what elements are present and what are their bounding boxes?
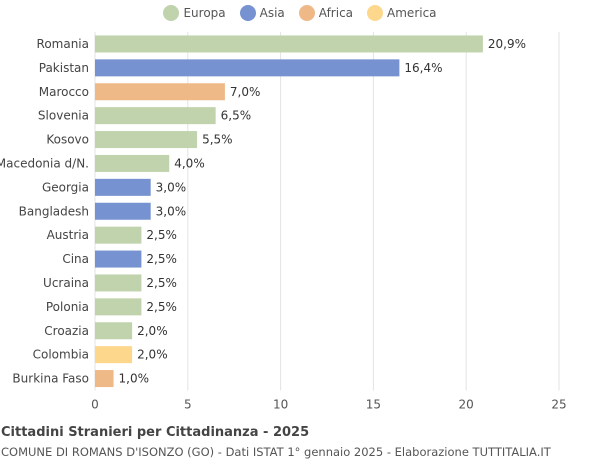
chart-title: Cittadini Stranieri per Cittadinanza - 2…: [1, 425, 310, 440]
legend-label-europa: Europa: [183, 6, 226, 20]
data-label-ucraina: 2,5%: [146, 276, 177, 290]
y-tick-label-georgia: Georgia: [42, 180, 89, 194]
x-tick-label-15: 15: [366, 398, 381, 412]
legend-item-asia: Asia: [239, 5, 285, 21]
bar-slovenia: [95, 107, 216, 125]
data-label-austria: 2,5%: [146, 228, 177, 242]
x-tick-label-5: 5: [184, 398, 192, 412]
data-label-marocco: 7,0%: [230, 85, 260, 99]
data-label-colombia: 2,0%: [137, 348, 168, 362]
legend-item-africa: Africa: [298, 5, 354, 21]
bar-cina: [95, 250, 142, 268]
y-tick-label-colombia: Colombia: [33, 348, 89, 362]
y-tick-label-kosovo: Kosovo: [46, 133, 89, 147]
x-tick-label-20: 20: [459, 398, 474, 412]
legend-swatch-africa: [298, 5, 315, 21]
legend-swatch-asia: [239, 5, 256, 21]
x-tick-label-25: 25: [551, 398, 566, 412]
bar-polonia: [95, 298, 142, 316]
legend-label-america: America: [387, 6, 437, 20]
bar-austria: [95, 226, 142, 244]
y-tick-label-slovenia: Slovenia: [38, 109, 89, 123]
legend-item-america: America: [367, 5, 437, 21]
y-tick-label-polonia: Polonia: [46, 300, 89, 314]
y-tick-label-cina: Cina: [62, 252, 89, 266]
bar-macedonia-d-n: [95, 154, 170, 172]
y-tick-label-austria: Austria: [47, 228, 89, 242]
bar-bangladesh: [95, 202, 151, 220]
data-label-burkina-faso: 1,0%: [119, 372, 150, 386]
legend-swatch-europa: [163, 5, 180, 21]
bar-kosovo: [95, 131, 198, 149]
y-tick-label-macedonia-d-n: Macedonia d/N.: [0, 156, 89, 170]
y-tick-label-romania: Romania: [37, 37, 89, 51]
data-label-georgia: 3,0%: [156, 180, 187, 194]
bar-georgia: [95, 178, 151, 196]
legend-label-asia: Asia: [259, 6, 285, 20]
bar-croazia: [95, 322, 133, 340]
legend-label-africa: Africa: [318, 6, 354, 20]
data-label-macedonia-d-n: 4,0%: [174, 156, 205, 170]
legend-item-europa: Europa: [163, 5, 226, 21]
data-label-croazia: 2,0%: [137, 324, 168, 338]
data-label-kosovo: 5,5%: [202, 133, 233, 147]
x-tick-label-10: 10: [273, 398, 288, 412]
data-label-pakistan: 16,4%: [404, 61, 442, 75]
y-tick-label-bangladesh: Bangladesh: [19, 204, 89, 218]
bar-chart: 0 5 10 15 20 25 Romania 20,9% Pakistan 16,4% Maroc…: [0, 32, 567, 412]
data-label-slovenia: 6,5%: [221, 109, 252, 123]
bar-colombia: [95, 346, 133, 364]
data-label-cina: 2,5%: [146, 252, 177, 266]
bar-burkina-faso: [95, 370, 114, 388]
legend: Europa Asia Africa America: [0, 5, 600, 21]
bar-ucraina: [95, 274, 142, 292]
data-label-romania: 20,9%: [488, 37, 526, 51]
x-tick-label-0: 0: [91, 398, 99, 412]
y-tick-label-ucraina: Ucraina: [43, 276, 89, 290]
chart-source: COMUNE DI ROMANS D'ISONZO (GO) - Dati IS…: [1, 445, 551, 459]
y-tick-label-burkina-faso: Burkina Faso: [12, 372, 89, 386]
legend-swatch-america: [367, 5, 384, 21]
data-label-bangladesh: 3,0%: [156, 204, 187, 218]
data-label-polonia: 2,5%: [146, 300, 177, 314]
bar-pakistan: [95, 59, 400, 77]
y-tick-label-marocco: Marocco: [39, 85, 89, 99]
y-tick-label-pakistan: Pakistan: [39, 61, 89, 75]
bar-marocco: [95, 83, 225, 101]
y-tick-label-croazia: Croazia: [44, 324, 89, 338]
bar-romania: [95, 35, 483, 53]
